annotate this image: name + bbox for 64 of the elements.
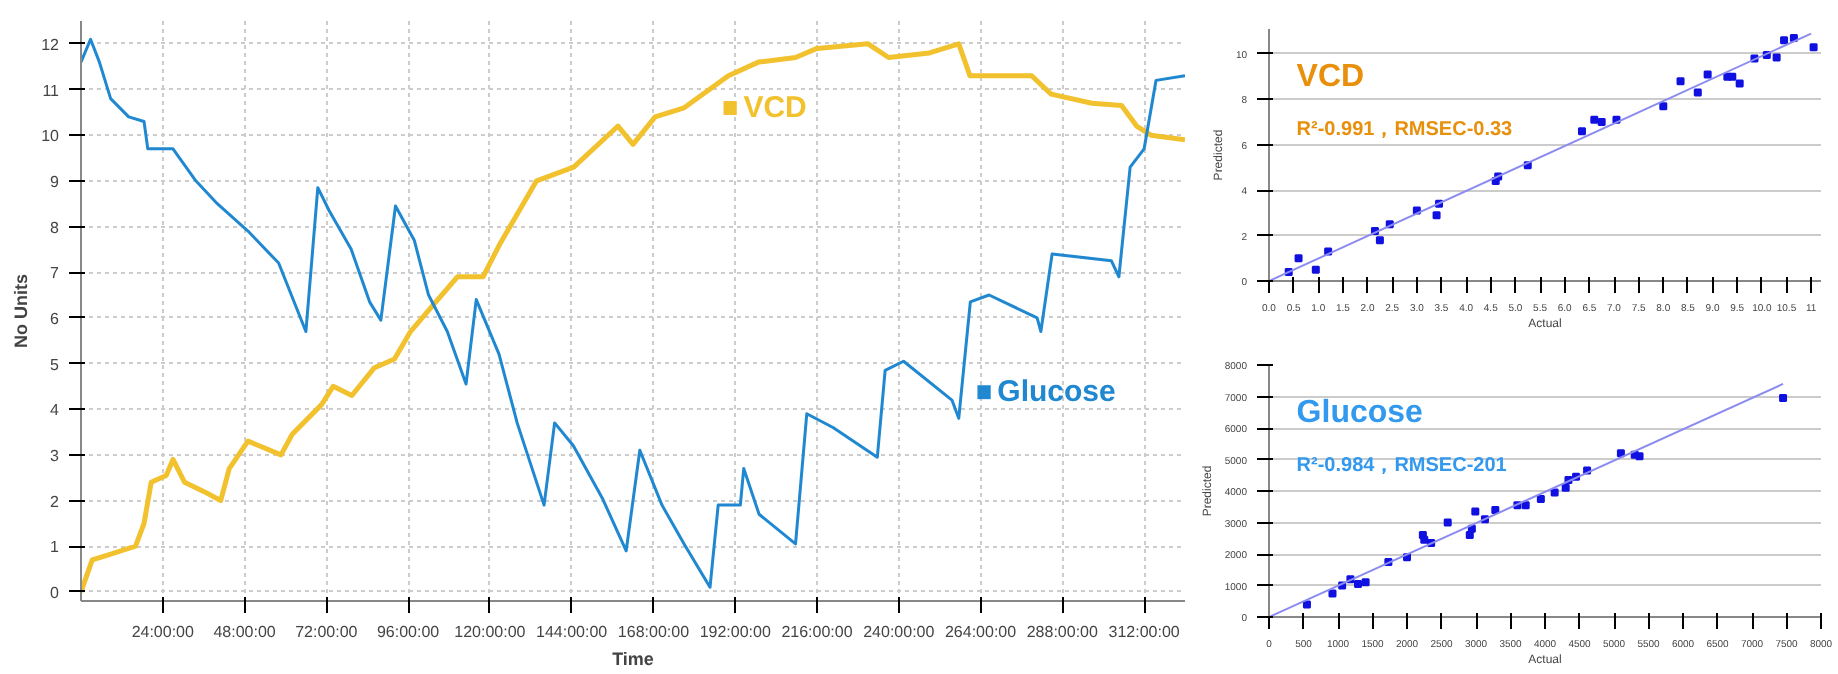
annotation: R²-0.991，RMSEC-0.33 bbox=[1296, 118, 1514, 141]
point bbox=[1491, 505, 1500, 514]
point bbox=[1302, 600, 1311, 609]
legend-label: Glucose bbox=[997, 375, 1116, 410]
x-axis-title: Time bbox=[612, 649, 654, 669]
point bbox=[1693, 88, 1702, 97]
text: Glucose bbox=[1296, 395, 1424, 430]
point bbox=[1550, 488, 1559, 497]
x-tick-label: 168:00:00 bbox=[617, 623, 691, 641]
y-tick-label: 7 bbox=[50, 264, 61, 283]
y-tick-label: 3 bbox=[50, 446, 61, 465]
point bbox=[1354, 579, 1363, 588]
point bbox=[1676, 77, 1685, 86]
y-tick-label: 11 bbox=[42, 81, 61, 100]
point bbox=[1311, 265, 1320, 274]
point bbox=[1471, 507, 1480, 516]
x-tick-label: 48:00:00 bbox=[213, 623, 277, 641]
point bbox=[1432, 211, 1441, 220]
x-tick-label: 192:00:00 bbox=[699, 623, 772, 641]
y-tick-label: 12 bbox=[41, 35, 61, 54]
y-tick-label: 5 bbox=[50, 355, 61, 374]
x-tick-label: 240:00:00 bbox=[863, 623, 936, 641]
legend-label: VCD bbox=[743, 91, 808, 125]
annotation: R²-0.984，RMSEC-201 bbox=[1296, 454, 1508, 477]
y-tick-label: 4 bbox=[50, 401, 61, 420]
x-tick-label: 24:00:00 bbox=[131, 623, 196, 641]
point bbox=[1703, 70, 1712, 79]
point bbox=[1597, 118, 1606, 127]
x-tick-label: 312:00:00 bbox=[1108, 623, 1181, 641]
point bbox=[1577, 127, 1586, 136]
point bbox=[1521, 501, 1530, 510]
y-tick-label: 1 bbox=[50, 538, 61, 557]
point bbox=[1294, 254, 1303, 263]
y-tick-label: 8 bbox=[50, 218, 61, 237]
point bbox=[1616, 449, 1625, 458]
point bbox=[1536, 494, 1545, 503]
x-tick-label: 288:00:00 bbox=[1026, 623, 1100, 641]
point bbox=[1809, 43, 1818, 52]
point bbox=[1635, 452, 1644, 461]
point bbox=[1780, 36, 1789, 45]
point bbox=[1735, 79, 1744, 88]
point bbox=[1772, 53, 1781, 62]
point bbox=[1659, 102, 1668, 111]
text: VCD bbox=[1296, 59, 1365, 94]
point bbox=[1779, 394, 1788, 403]
x-tick-label: 264:00:00 bbox=[944, 623, 1018, 641]
y-tick-label: 2 bbox=[50, 492, 61, 511]
x-tick-label: 96:00:00 bbox=[376, 623, 441, 641]
point bbox=[1328, 589, 1337, 598]
point bbox=[1728, 72, 1737, 81]
y-axis-title: No Units bbox=[11, 274, 32, 348]
point bbox=[1590, 115, 1599, 124]
y-tick-label: 10 bbox=[41, 127, 61, 146]
x-tick-label: 144:00:00 bbox=[536, 623, 609, 641]
y-tick-label: 9 bbox=[50, 172, 61, 191]
x-tick-label: 120:00:00 bbox=[454, 623, 527, 641]
point bbox=[1561, 483, 1570, 492]
x-tick-label: 72:00:00 bbox=[295, 623, 359, 641]
y-tick-label: 0 bbox=[50, 583, 61, 602]
point bbox=[1375, 236, 1384, 245]
x-tick-label: 216:00:00 bbox=[781, 623, 854, 641]
point bbox=[1361, 578, 1370, 587]
y-tick-label: 6 bbox=[50, 309, 61, 328]
point bbox=[1443, 518, 1452, 527]
